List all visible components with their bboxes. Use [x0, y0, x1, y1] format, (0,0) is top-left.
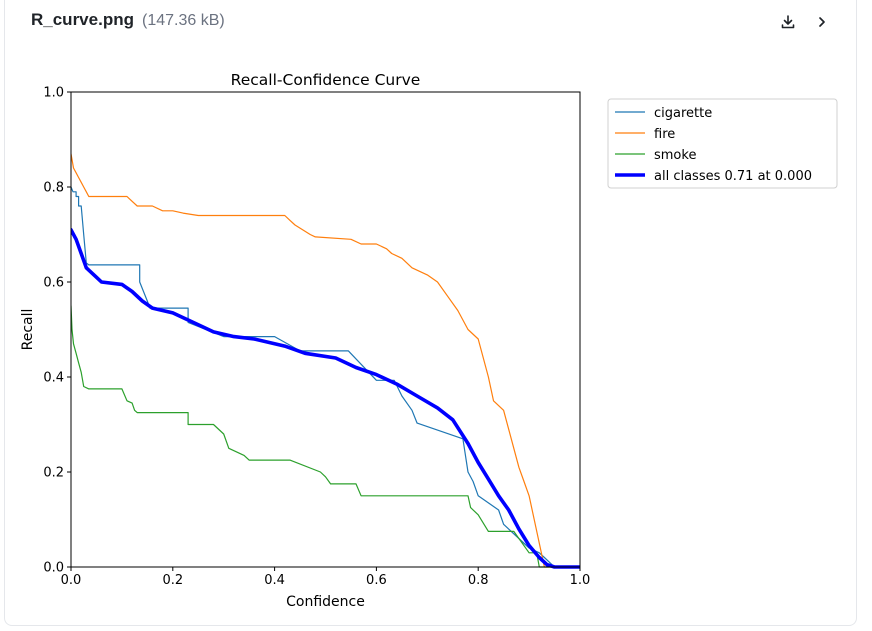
series-line-cigarette [71, 186, 580, 568]
download-icon[interactable] [778, 12, 798, 32]
file-name: R_curve.png [31, 10, 134, 29]
file-header: R_curve.png (147.36 kB) [31, 10, 225, 36]
x-tick-label: 0.4 [264, 573, 285, 588]
file-size: (147.36 kB) [141, 12, 225, 29]
x-tick-label: 0.6 [366, 573, 387, 588]
legend-label: all classes 0.71 at 0.000 [654, 169, 812, 184]
series-line-all-classes [71, 228, 580, 569]
series-line-fire [71, 153, 580, 568]
y-tick-label: 0.6 [43, 276, 64, 291]
x-axis-label: Confidence [286, 594, 365, 610]
y-tick-label: 0.4 [43, 371, 64, 386]
chart-title: Recall-Confidence Curve [231, 71, 421, 89]
x-tick-label: 1.0 [570, 573, 591, 588]
series-line-smoke [71, 305, 580, 568]
x-tick-label: 0.0 [61, 573, 82, 588]
y-axis-label: Recall [20, 309, 36, 351]
legend-label: fire [654, 127, 675, 142]
y-tick-label: 0.2 [43, 466, 64, 481]
y-tick-label: 1.0 [43, 86, 64, 101]
file-actions [778, 12, 832, 32]
x-tick-label: 0.2 [162, 573, 183, 588]
chevron-right-icon[interactable] [812, 12, 832, 32]
legend-label: smoke [654, 148, 696, 163]
legend-box [607, 98, 838, 189]
legend-label: cigarette [654, 106, 712, 121]
axes-frame [70, 91, 581, 568]
y-tick-label: 0.8 [43, 181, 64, 196]
x-tick-label: 0.8 [468, 573, 489, 588]
y-tick-label: 0.0 [43, 561, 64, 576]
